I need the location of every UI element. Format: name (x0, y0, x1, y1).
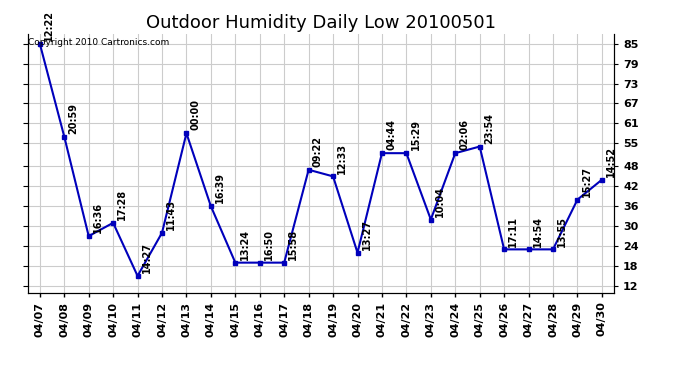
Text: 14:27: 14:27 (141, 242, 152, 273)
Text: 23:54: 23:54 (484, 113, 494, 144)
Text: 02:06: 02:06 (460, 119, 469, 150)
Text: Copyright 2010 Cartronics.com: Copyright 2010 Cartronics.com (28, 38, 170, 46)
Text: 17:11: 17:11 (509, 216, 518, 247)
Text: 16:39: 16:39 (215, 172, 225, 204)
Text: 09:22: 09:22 (313, 136, 323, 167)
Text: 11:43: 11:43 (166, 199, 176, 230)
Text: 12:22: 12:22 (44, 10, 54, 41)
Text: 20:59: 20:59 (68, 103, 79, 134)
Text: 16:36: 16:36 (93, 202, 103, 233)
Text: 10:04: 10:04 (435, 186, 445, 217)
Text: 13:55: 13:55 (557, 216, 567, 247)
Text: 15:29: 15:29 (411, 119, 420, 150)
Text: 15:58: 15:58 (288, 229, 298, 260)
Text: 16:50: 16:50 (264, 229, 274, 260)
Text: 14:52: 14:52 (606, 146, 616, 177)
Text: 00:00: 00:00 (190, 99, 201, 130)
Text: 12:33: 12:33 (337, 142, 347, 174)
Text: 13:24: 13:24 (239, 229, 250, 260)
Text: 04:44: 04:44 (386, 119, 396, 150)
Text: 15:27: 15:27 (582, 166, 591, 197)
Title: Outdoor Humidity Daily Low 20100501: Outdoor Humidity Daily Low 20100501 (146, 14, 496, 32)
Text: 14:54: 14:54 (533, 216, 543, 247)
Text: 17:28: 17:28 (117, 189, 127, 220)
Text: 13:27: 13:27 (362, 219, 372, 250)
